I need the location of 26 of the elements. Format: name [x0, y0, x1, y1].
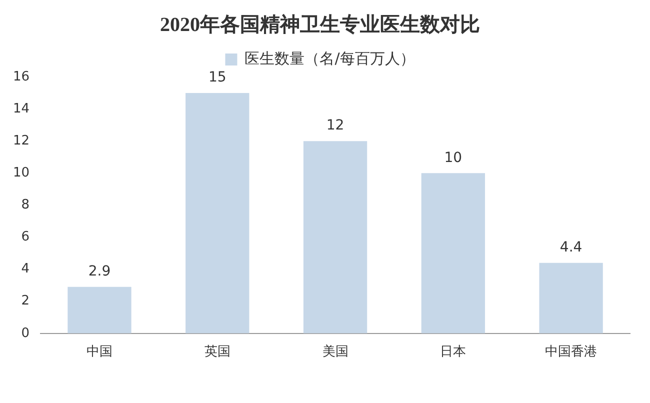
y-tick-label: 12 — [12, 133, 30, 148]
x-tick-label: 中国香港 — [545, 344, 598, 360]
data-label: 4.4 — [560, 240, 582, 256]
bar — [68, 286, 132, 334]
x-tick-label: 美国 — [322, 344, 348, 360]
x-tick-label: 日本 — [440, 344, 466, 360]
y-tick-label: 14 — [12, 101, 30, 116]
bar — [303, 141, 368, 334]
legend-label: 医生数量（名/每百万人） — [244, 49, 415, 68]
y-tick-label: 6 — [21, 230, 30, 245]
x-tick-label: 中国 — [86, 344, 112, 360]
y-tick-label: 16 — [12, 69, 30, 84]
y-tick-label: 2 — [21, 294, 30, 309]
y-tick-label: 10 — [12, 166, 30, 181]
data-label: 15 — [208, 70, 226, 86]
y-tick-label: 8 — [21, 198, 30, 213]
bar — [421, 173, 485, 334]
x-tick-label: 英国 — [204, 344, 230, 360]
bar — [186, 93, 250, 334]
chart-title: 2020年各国精神卫生专业医生数对比 — [160, 13, 480, 36]
data-label: 10 — [444, 150, 462, 166]
y-tick-label: 0 — [21, 326, 30, 341]
data-label: 12 — [326, 118, 344, 134]
y-tick-label: 4 — [21, 262, 30, 277]
data-label: 2.9 — [88, 264, 111, 280]
bar — [539, 262, 603, 334]
